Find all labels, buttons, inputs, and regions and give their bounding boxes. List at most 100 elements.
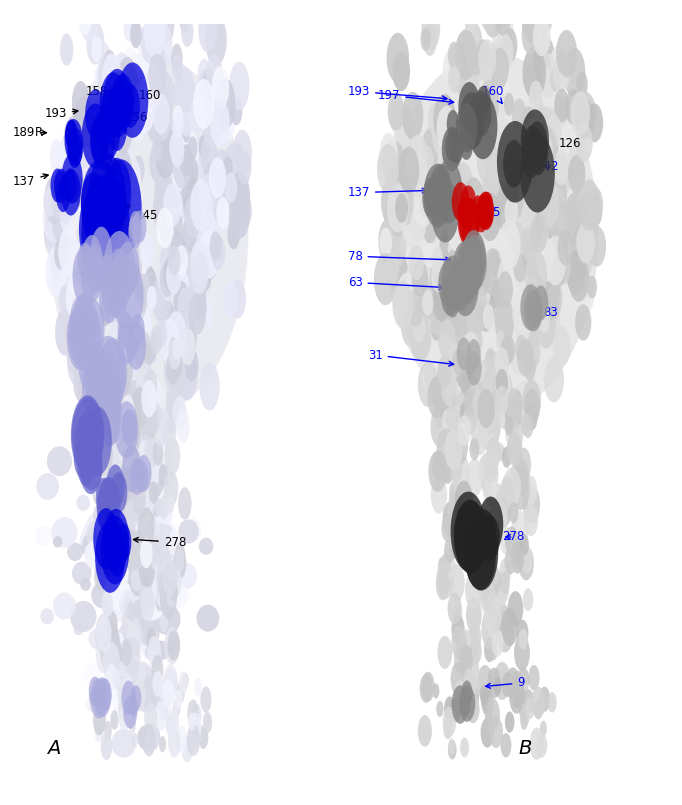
Circle shape <box>94 677 111 717</box>
Circle shape <box>128 584 155 615</box>
Circle shape <box>168 246 181 275</box>
Circle shape <box>170 351 182 379</box>
Circle shape <box>489 642 498 660</box>
Circle shape <box>434 97 448 128</box>
Circle shape <box>134 559 145 585</box>
Circle shape <box>425 180 439 212</box>
Circle shape <box>153 524 169 544</box>
Circle shape <box>556 30 577 77</box>
Circle shape <box>172 0 183 12</box>
Circle shape <box>510 220 526 254</box>
Circle shape <box>117 532 133 551</box>
Circle shape <box>137 23 159 75</box>
Circle shape <box>451 205 464 232</box>
Circle shape <box>188 136 198 160</box>
Circle shape <box>475 79 493 118</box>
Circle shape <box>91 423 102 449</box>
Circle shape <box>505 196 518 227</box>
Circle shape <box>481 690 490 710</box>
Circle shape <box>117 63 148 138</box>
Circle shape <box>130 698 138 717</box>
Circle shape <box>116 538 134 559</box>
Circle shape <box>121 542 134 556</box>
Circle shape <box>164 349 181 390</box>
Circle shape <box>104 138 117 170</box>
Circle shape <box>423 256 441 297</box>
Circle shape <box>494 299 514 343</box>
Circle shape <box>396 174 416 219</box>
Circle shape <box>53 209 65 240</box>
Circle shape <box>124 609 134 620</box>
Circle shape <box>462 204 473 230</box>
Circle shape <box>177 273 189 301</box>
Circle shape <box>237 151 252 184</box>
Circle shape <box>447 592 462 625</box>
Circle shape <box>103 558 118 576</box>
Circle shape <box>91 227 112 278</box>
Circle shape <box>73 347 83 370</box>
Circle shape <box>154 126 177 179</box>
Circle shape <box>514 308 531 344</box>
Circle shape <box>120 518 134 535</box>
Circle shape <box>125 522 151 553</box>
Circle shape <box>173 553 185 566</box>
Circle shape <box>85 245 105 291</box>
Circle shape <box>130 169 140 192</box>
Circle shape <box>491 7 514 57</box>
Circle shape <box>80 202 94 236</box>
Circle shape <box>202 69 217 105</box>
Circle shape <box>141 636 162 661</box>
Circle shape <box>88 542 98 554</box>
Circle shape <box>170 134 184 167</box>
Text: 137: 137 <box>13 174 48 188</box>
Circle shape <box>130 564 142 592</box>
Circle shape <box>116 526 140 555</box>
Circle shape <box>513 250 527 283</box>
Circle shape <box>201 687 211 712</box>
Circle shape <box>460 185 476 221</box>
Circle shape <box>187 724 200 756</box>
Circle shape <box>125 499 136 512</box>
Circle shape <box>143 70 159 109</box>
Circle shape <box>444 164 457 193</box>
Circle shape <box>517 141 531 174</box>
Circle shape <box>443 707 456 737</box>
Circle shape <box>42 196 61 241</box>
Circle shape <box>82 104 109 168</box>
Circle shape <box>104 419 115 446</box>
Circle shape <box>150 43 166 80</box>
Circle shape <box>149 533 166 552</box>
Circle shape <box>115 101 127 130</box>
Circle shape <box>160 318 179 363</box>
Circle shape <box>490 258 501 283</box>
Circle shape <box>207 92 226 138</box>
Circle shape <box>136 598 147 611</box>
Circle shape <box>525 93 544 136</box>
Circle shape <box>192 226 211 274</box>
Circle shape <box>466 100 484 138</box>
Circle shape <box>469 94 497 159</box>
Circle shape <box>99 477 118 522</box>
Circle shape <box>113 85 130 127</box>
Circle shape <box>166 708 179 738</box>
Circle shape <box>166 713 176 737</box>
Circle shape <box>483 304 494 330</box>
Circle shape <box>85 349 104 396</box>
Circle shape <box>451 662 466 696</box>
Circle shape <box>481 570 500 611</box>
Circle shape <box>130 20 142 48</box>
Circle shape <box>467 339 481 370</box>
Circle shape <box>44 215 58 249</box>
Circle shape <box>83 207 101 250</box>
Circle shape <box>512 471 530 510</box>
Circle shape <box>470 103 492 154</box>
Circle shape <box>121 325 136 360</box>
Circle shape <box>152 276 171 322</box>
Circle shape <box>516 262 528 291</box>
Circle shape <box>47 446 72 476</box>
Circle shape <box>102 526 116 559</box>
Circle shape <box>74 259 86 290</box>
Circle shape <box>533 135 550 173</box>
Circle shape <box>173 213 183 237</box>
Circle shape <box>157 531 180 559</box>
